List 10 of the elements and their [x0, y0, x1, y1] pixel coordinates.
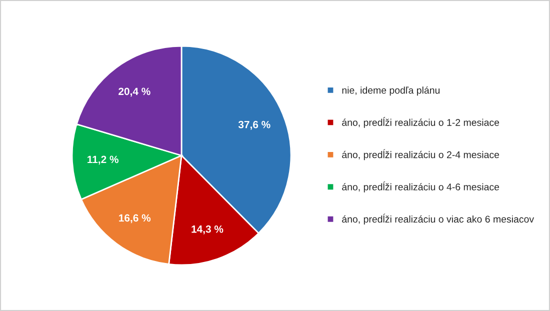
legend-label: áno, predĺži realizáciu o 4-6 mesiace: [342, 181, 500, 192]
data-label: 37,6 %: [238, 120, 270, 130]
legend-label: áno, predĺži realizáciu o viac ako 6 mesiacov: [342, 214, 534, 225]
legend-label: nie, ideme podľa plánu: [342, 86, 440, 96]
data-label: 16,6 %: [119, 214, 151, 224]
legend-label: áno, predĺži realizáciu o 2-4 mesiace: [342, 149, 500, 160]
data-label: 14,3 %: [192, 225, 224, 234]
legend-label: áno, predĺži realizáciu o 1-2 mesiace: [342, 117, 500, 128]
data-label: 11,2 %: [88, 156, 118, 165]
data-label: 20,4 %: [118, 88, 150, 97]
